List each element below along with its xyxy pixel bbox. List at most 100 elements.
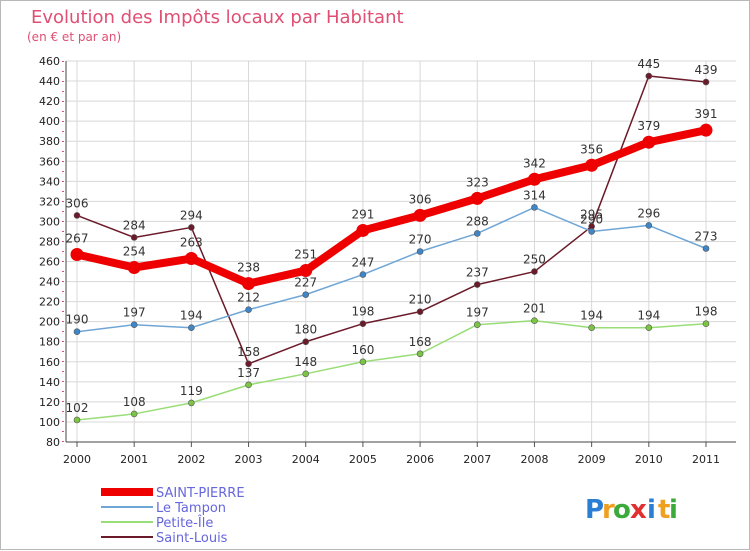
x-tick-label-2005: 2005 xyxy=(349,453,377,466)
data-label-Le Tampon-2010: 296 xyxy=(637,206,660,220)
point-Saint-Louis-2010 xyxy=(645,72,653,80)
point-Petite-Île-2000 xyxy=(73,416,81,424)
data-label-Le Tampon-2002: 194 xyxy=(180,309,203,323)
legend-label-Le Tampon: Le Tampon xyxy=(156,501,226,516)
point-Le Tampon-2000 xyxy=(73,328,81,336)
point-Le Tampon-2002 xyxy=(188,324,195,332)
point-SAINT-PIERRE-2008 xyxy=(527,172,541,186)
data-label-Petite-Île-2007: 197 xyxy=(466,306,489,320)
point-SAINT-PIERRE-2006 xyxy=(413,208,427,222)
series-line-Petite-Île xyxy=(76,319,707,421)
point-Le Tampon-2005 xyxy=(359,271,367,278)
point-Le Tampon-2009 xyxy=(588,228,595,235)
y-tick-label-460: 460 xyxy=(39,55,60,68)
point-SAINT-PIERRE-2001 xyxy=(127,261,141,275)
data-label-Petite-Île-2010: 194 xyxy=(637,309,660,323)
y-tick-label-360: 360 xyxy=(39,155,60,168)
x-tick-label-2010: 2010 xyxy=(635,453,663,466)
point-Petite-Île-2009 xyxy=(588,324,595,332)
point-Saint-Louis-2003 xyxy=(245,360,252,368)
data-label-SAINT-PIERRE-2011: 391 xyxy=(695,107,718,121)
y-tick-label-380: 380 xyxy=(39,135,60,148)
point-SAINT-PIERRE-2005 xyxy=(356,223,370,237)
series-Saint-Louis: 306 284 294 158 180 198 210 237 250 295 445 439 xyxy=(66,57,718,368)
point-Saint-Louis-2001 xyxy=(130,234,138,241)
x-tick-label-2006: 2006 xyxy=(406,453,434,466)
data-label-Saint-Louis-2005: 198 xyxy=(351,305,374,319)
point-Petite-Île-2006 xyxy=(416,350,424,358)
point-SAINT-PIERRE-2007 xyxy=(470,191,484,205)
data-label-Saint-Louis-2003: 158 xyxy=(237,345,260,359)
y-tick-label-320: 320 xyxy=(39,195,60,208)
logo-letter-5: t xyxy=(658,495,670,525)
proxiti-logo: Pro x i ti xyxy=(585,495,678,525)
data-label-Petite-Île-2002: 119 xyxy=(180,384,203,398)
data-label-Le Tampon-2000: 190 xyxy=(66,313,89,327)
point-Petite-Île-2005 xyxy=(359,358,367,366)
point-Le Tampon-2003 xyxy=(245,306,252,313)
axes: 80 100 120 140 160 180 200 220 240 260 280 300 320 34… xyxy=(39,55,736,466)
y-tick-label-180: 180 xyxy=(39,336,60,349)
y-tick-label-280: 280 xyxy=(39,235,60,248)
point-Saint-Louis-2005 xyxy=(359,320,367,327)
data-label-Saint-Louis-2006: 210 xyxy=(409,293,432,307)
logo-letter-4: i xyxy=(647,495,656,525)
point-Le Tampon-2006 xyxy=(416,248,424,255)
y-tick-label-140: 140 xyxy=(39,376,60,389)
point-Petite-Île-2011 xyxy=(702,320,710,327)
point-Petite-Île-2004 xyxy=(302,370,310,378)
logo-letter-3: x xyxy=(630,495,647,525)
series-line-SAINT-PIERRE xyxy=(73,126,710,288)
point-SAINT-PIERRE-2003 xyxy=(242,277,256,291)
data-label-SAINT-PIERRE-2009: 356 xyxy=(580,142,603,156)
point-Saint-Louis-2000 xyxy=(73,212,81,219)
y-tick-label-300: 300 xyxy=(39,215,60,228)
data-label-SAINT-PIERRE-2000: 267 xyxy=(66,232,89,246)
point-Saint-Louis-2006 xyxy=(416,308,424,315)
data-label-Le Tampon-2006: 270 xyxy=(409,233,432,247)
logo-letter-0: P xyxy=(585,495,604,525)
data-label-Petite-Île-2005: 160 xyxy=(351,343,374,357)
x-tick-label-2002: 2002 xyxy=(177,453,205,466)
x-tick-label-2011: 2011 xyxy=(692,453,720,466)
series-line-Saint-Louis xyxy=(76,75,707,365)
data-label-Le Tampon-2001: 197 xyxy=(123,306,146,320)
point-Le Tampon-2010 xyxy=(645,222,653,229)
data-label-Petite-Île-2000: 102 xyxy=(66,401,89,415)
data-label-Saint-Louis-2010: 445 xyxy=(637,57,660,71)
point-SAINT-PIERRE-2011 xyxy=(699,123,713,137)
data-label-Le Tampon-2007: 288 xyxy=(466,214,489,228)
x-tick-label-2000: 2000 xyxy=(63,453,91,466)
x-tick-label-2004: 2004 xyxy=(292,453,320,466)
chart-subtitle: (en € et par an) xyxy=(27,30,121,44)
y-tick-label-240: 240 xyxy=(39,276,60,289)
data-label-Saint-Louis-2000: 306 xyxy=(66,196,89,210)
data-label-Le Tampon-2011: 273 xyxy=(695,229,718,243)
series-Le Tampon: 190 197 194 212 227 247 270 288 314 290 296 273 xyxy=(66,188,718,336)
data-label-Saint-Louis-2001: 284 xyxy=(123,218,146,232)
data-label-SAINT-PIERRE-2002: 263 xyxy=(180,236,203,250)
logo-letter-2: o xyxy=(613,495,631,525)
data-label-Saint-Louis-2004: 180 xyxy=(294,323,317,337)
data-label-Petite-Île-2004: 148 xyxy=(294,355,317,369)
data-label-Saint-Louis-2011: 439 xyxy=(695,63,718,77)
point-SAINT-PIERRE-2009 xyxy=(585,158,599,172)
x-tick-label-2009: 2009 xyxy=(578,453,606,466)
legend-label-Petite-Île: Petite-Île xyxy=(156,515,213,531)
point-Le Tampon-2004 xyxy=(302,291,310,298)
data-label-SAINT-PIERRE-2001: 254 xyxy=(123,245,146,259)
data-label-Petite-Île-2009: 194 xyxy=(580,309,603,323)
data-label-Petite-Île-2011: 198 xyxy=(695,305,718,319)
point-Le Tampon-2007 xyxy=(473,230,481,237)
point-Le Tampon-2011 xyxy=(702,245,710,252)
data-label-Saint-Louis-2009: 295 xyxy=(580,207,603,221)
data-label-Le Tampon-2008: 314 xyxy=(523,188,546,202)
point-Petite-Île-2007 xyxy=(473,321,481,328)
logo-letter-6: i xyxy=(669,495,678,525)
y-tick-label-400: 400 xyxy=(39,115,60,128)
point-Petite-Île-2008 xyxy=(531,317,538,324)
data-label-Le Tampon-2003: 212 xyxy=(237,291,260,305)
point-Saint-Louis-2004 xyxy=(302,338,310,346)
series-Petite-Île: 102 108 119 137 148 160 168 197 201 194 194 198 xyxy=(66,302,718,424)
